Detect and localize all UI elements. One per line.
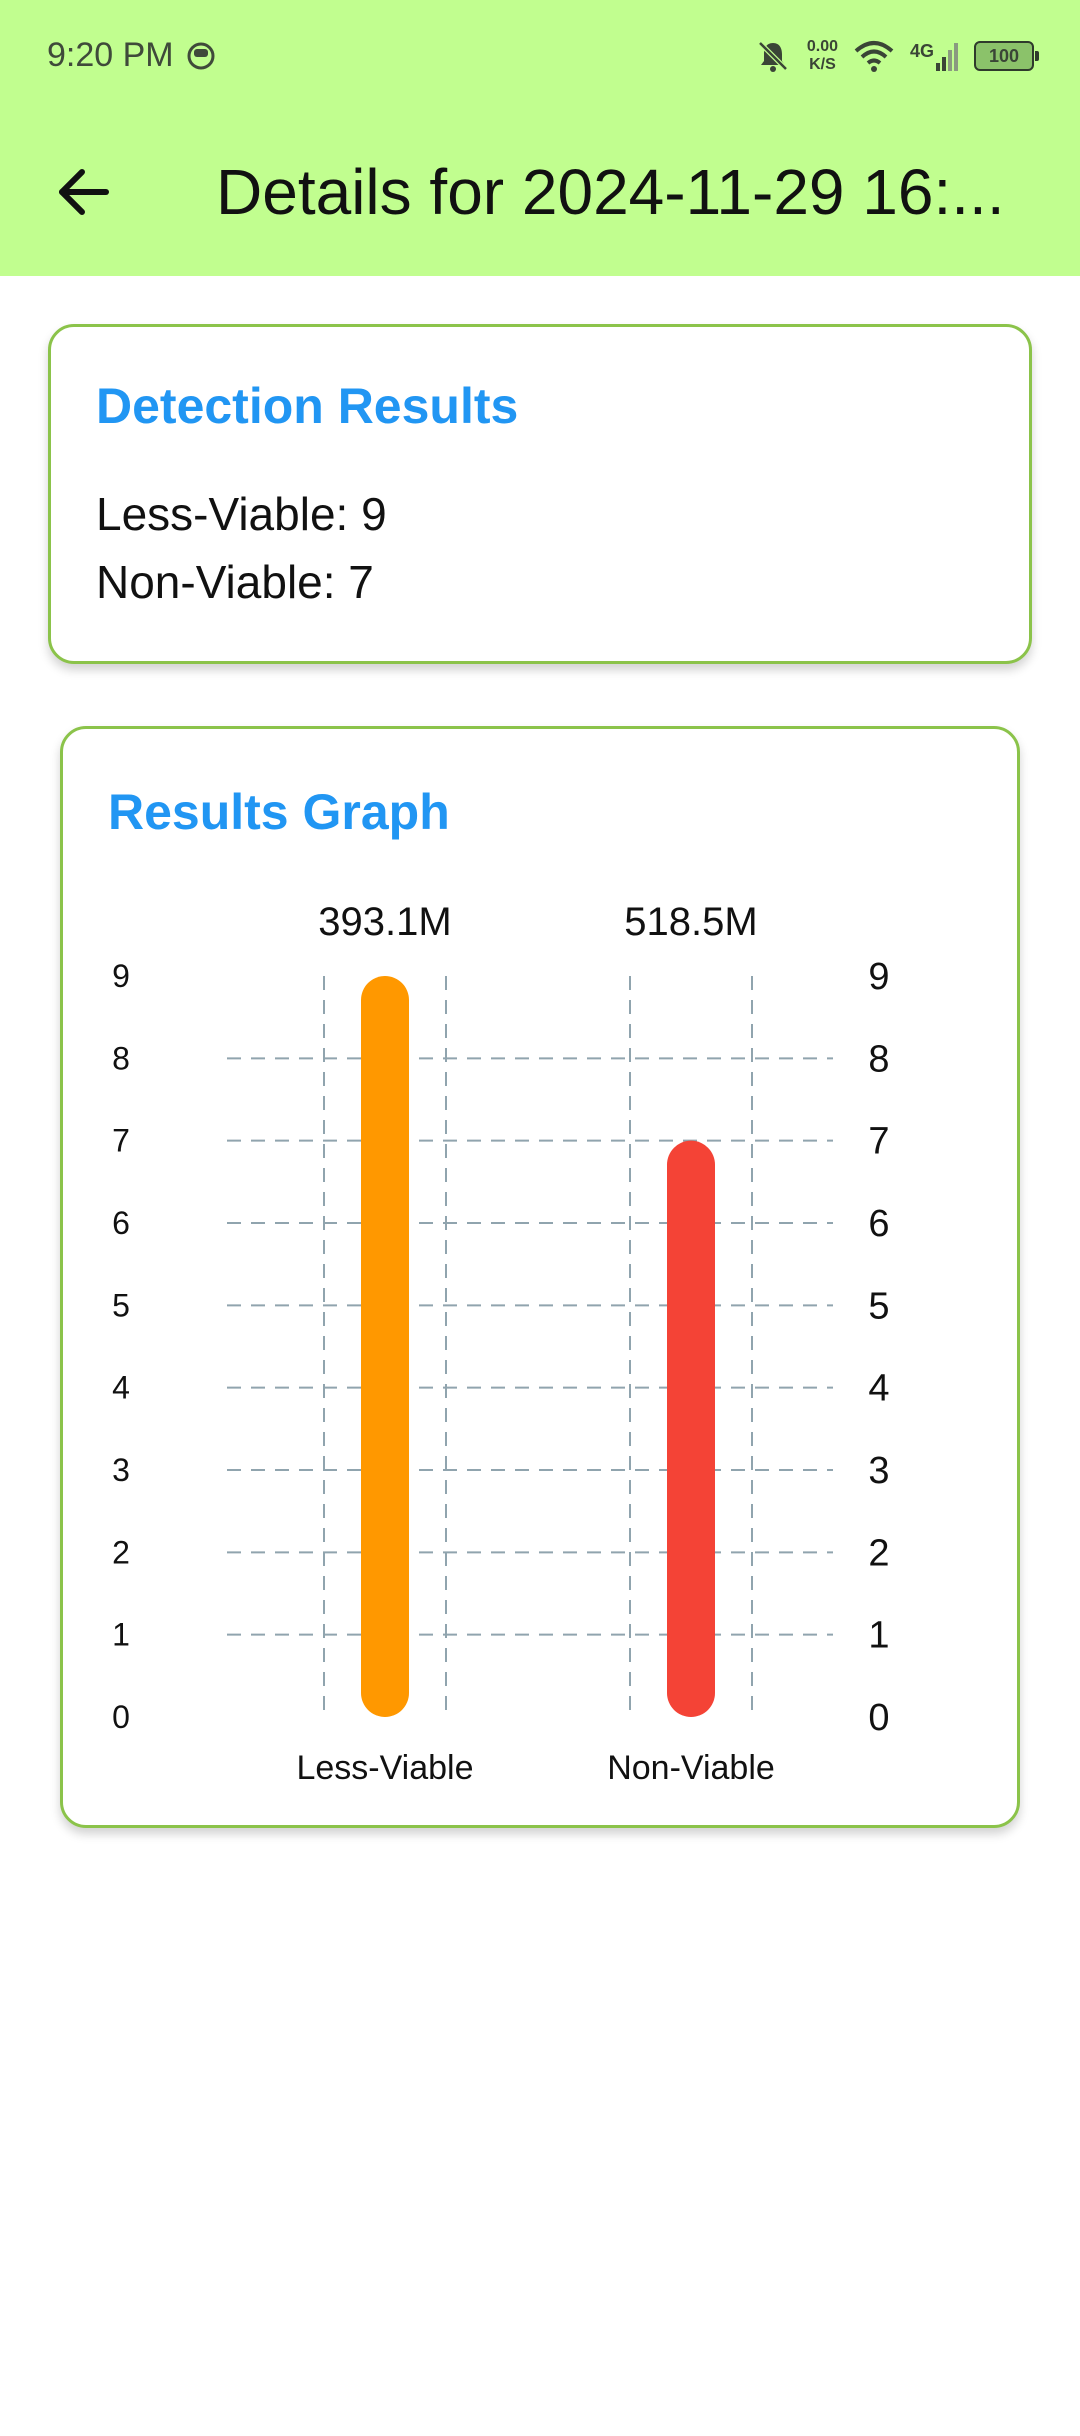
y-axis-left-tick-label: 5 xyxy=(112,1287,130,1323)
notification-app-icon xyxy=(187,42,215,69)
page-title: Details for 2024-11-29 16:... xyxy=(216,156,1005,228)
network-speed-unit: K/S xyxy=(809,56,836,73)
status-bar-time: 9:20 PM xyxy=(47,36,216,75)
non-viable-count: Non-Viable: 7 xyxy=(96,556,374,608)
y-axis-left-tick-label: 6 xyxy=(112,1205,130,1241)
y-axis-left-tick-label: 3 xyxy=(112,1452,130,1488)
y-axis-right-tick-label: 4 xyxy=(868,1368,889,1410)
less-viable-count: Less-Viable: 9 xyxy=(96,488,387,540)
battery-indicator: 100 xyxy=(974,41,1039,71)
y-axis-right-tick-label: 7 xyxy=(868,1121,889,1163)
x-axis-category-label: Less-Viable xyxy=(296,1749,473,1787)
bar-less-viable xyxy=(361,976,409,1717)
y-axis-left-tick-label: 1 xyxy=(112,1617,130,1653)
y-axis-right-tick-label: 6 xyxy=(868,1203,889,1245)
results-graph-title: Results Graph xyxy=(108,784,450,840)
wifi-icon xyxy=(854,41,894,72)
detection-results-title: Detection Results xyxy=(96,378,519,434)
network-speed: 0.00 K/S xyxy=(807,38,838,74)
y-axis-left-tick-label: 0 xyxy=(112,1699,130,1735)
bar-top-label: 518.5M xyxy=(624,900,757,944)
y-axis-right-tick-label: 9 xyxy=(868,956,889,998)
y-axis-left-tick-label: 2 xyxy=(112,1534,130,1570)
x-axis-category-label: Non-Viable xyxy=(607,1749,775,1787)
y-axis-left-tick-label: 9 xyxy=(112,958,130,994)
arrow-left-icon xyxy=(59,169,109,215)
y-axis-right-tick-label: 0 xyxy=(868,1697,889,1739)
results-graph-card: Results Graph 0 0 1 1 2 2 3 3 4 4 5 5 6 6 7 7 8 8 9 9 393.1M… xyxy=(60,726,1020,1828)
bell-muted-icon xyxy=(758,41,788,72)
bar-non-viable xyxy=(667,1140,715,1717)
bar-top-label: 393.1M xyxy=(318,900,451,944)
y-axis-left-tick-label: 4 xyxy=(112,1370,130,1406)
y-axis-right-tick-label: 5 xyxy=(868,1285,889,1327)
y-axis-right-tick-label: 2 xyxy=(868,1532,889,1574)
y-axis-left-tick-label: 8 xyxy=(112,1040,130,1076)
cellular-signal: 4G xyxy=(910,41,958,71)
back-button[interactable] xyxy=(42,150,126,234)
battery-level: 100 xyxy=(988,45,1020,66)
network-speed-value: 0.00 xyxy=(806,38,838,55)
results-bar-chart: 0 0 1 1 2 2 3 3 4 4 5 5 6 6 7 7 8 8 9 9 393.1M 518.5M Less-Via… xyxy=(112,900,889,1787)
y-axis-right-tick-label: 1 xyxy=(868,1615,889,1657)
y-axis-right-tick-label: 3 xyxy=(868,1450,889,1492)
network-type-label: 4G xyxy=(909,41,934,61)
status-bar-icons: 0.00 K/S 4G 100 xyxy=(755,34,1039,78)
app-bar: 9:20 PM 0.00 K/S 4G xyxy=(0,0,1080,276)
detection-results-card: Detection Results Less-Viable: 9 Non-Via… xyxy=(48,324,1032,664)
y-axis-right-tick-label: 8 xyxy=(868,1038,889,1080)
y-axis-left-tick-label: 7 xyxy=(112,1123,130,1159)
signal-bars-icon xyxy=(936,43,958,71)
clock-text: 9:20 PM xyxy=(47,36,174,74)
